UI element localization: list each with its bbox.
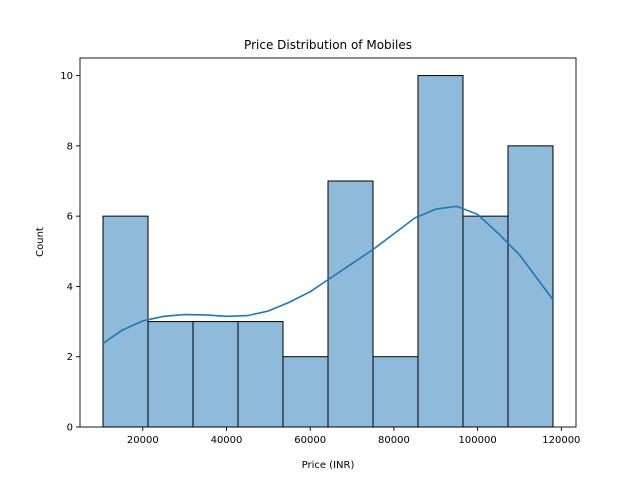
bars-group: [102, 75, 554, 428]
y-tick-label: 0: [67, 423, 73, 434]
y-tick-label: 10: [60, 71, 73, 82]
x-tick-label: 100000: [459, 435, 497, 446]
x-tick-label: 120000: [542, 435, 580, 446]
x-tick-label: 60000: [294, 435, 326, 446]
y-tick-label: 2: [67, 352, 73, 363]
bar-4: [237, 321, 284, 428]
y-axis-label: Count: [35, 227, 46, 257]
bar-2: [147, 321, 194, 428]
bar-10: [507, 145, 554, 428]
bar-3: [192, 321, 239, 428]
bar-6: [327, 180, 374, 428]
bar-9: [462, 215, 509, 428]
y-axis-ticks: 0 2 4 6 8 10: [60, 71, 80, 434]
x-tick-label: 20000: [127, 435, 159, 446]
kde-curve: [102, 205, 554, 345]
x-axis-label: Price (INR): [302, 460, 355, 471]
x-tick-label: 40000: [211, 435, 243, 446]
x-axis-ticks: 20000 40000 60000 80000 100000 120000: [127, 427, 580, 446]
bar-8: [417, 75, 464, 428]
chart-title: Price Distribution of Mobiles: [244, 38, 412, 52]
bar-5: [282, 356, 329, 428]
y-tick-label: 6: [67, 212, 73, 223]
bar-7: [372, 356, 419, 428]
y-tick-label: 4: [67, 282, 73, 293]
y-tick-label: 8: [67, 141, 73, 152]
plot-frame: [79, 57, 577, 428]
x-tick-label: 80000: [378, 435, 410, 446]
